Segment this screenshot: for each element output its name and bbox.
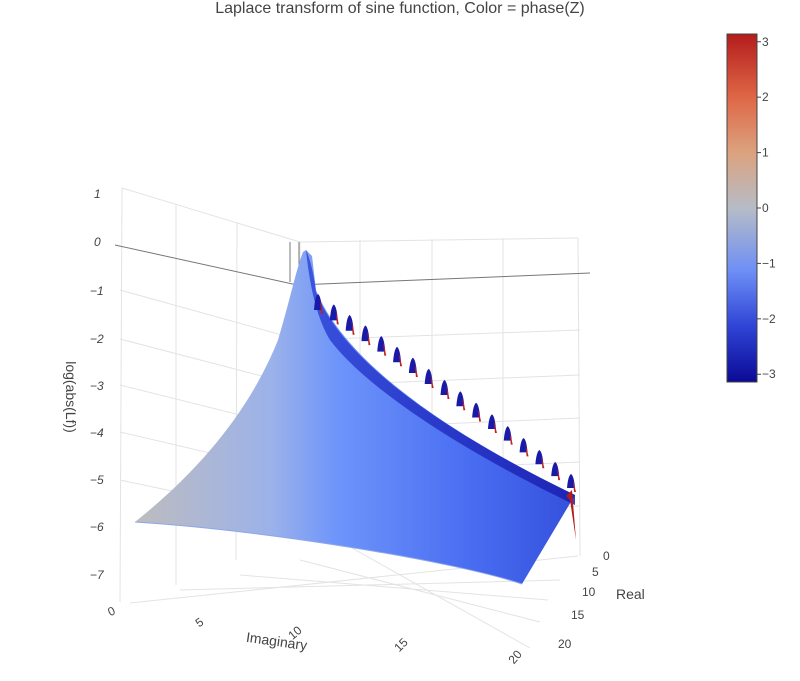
imag-tick: 15	[391, 635, 411, 655]
ridge-spike	[440, 380, 449, 395]
edge-phase-spike	[566, 490, 576, 540]
ridge-spike	[567, 474, 575, 488]
ridge-spike-phase-wrap	[383, 342, 387, 356]
ridge-spike-phase-wrap	[525, 444, 529, 457]
real-tick: 10	[582, 585, 596, 599]
ridge-spike	[503, 426, 512, 441]
colorbar-tick-label: 2	[762, 90, 769, 104]
ridge-spikes	[314, 294, 576, 540]
imag-tick: 0	[105, 603, 117, 619]
z-tick: −7	[90, 568, 105, 582]
colorbar-gradient	[726, 33, 758, 383]
real-axis-label: Real	[616, 586, 645, 602]
chart-title: Laplace transform of sine function, Colo…	[215, 0, 585, 17]
imag-tick: 5	[193, 615, 207, 630]
ridge-spike	[519, 438, 528, 453]
ridge-spike	[487, 414, 496, 430]
ridge-spike-phase-wrap	[367, 331, 371, 346]
z-axis: 1 0 −1 −2 −3 −4 −5 −6 −7	[90, 187, 105, 582]
ridge-spike	[408, 357, 417, 374]
ridge-spike-phase-wrap	[320, 300, 323, 314]
ridge-spike-phase-wrap	[399, 352, 403, 367]
ridge-spike-phase-wrap	[414, 363, 418, 378]
ridge-spike	[551, 461, 560, 477]
ridge-spike-phase-wrap	[573, 480, 576, 492]
colorbar-tick-label: 1	[762, 146, 769, 160]
ridge-spike	[393, 346, 402, 363]
ridge-spike	[314, 294, 322, 310]
ridge-spike-phase-wrap	[351, 320, 355, 335]
ridge-spike	[329, 304, 338, 321]
ridge-spike	[456, 391, 465, 407]
colorbar-ticks: 3 2 1 0 −1 −2 −3	[757, 35, 776, 381]
ridge-spike-phase-wrap	[335, 310, 339, 325]
ridge-spike-phase-wrap	[493, 420, 497, 434]
ridge-spike-phase-wrap	[557, 467, 561, 481]
ridge-spike	[377, 336, 386, 352]
z-tick: 0	[94, 235, 101, 249]
z-tick: −2	[90, 332, 104, 346]
ridge-spike	[535, 449, 544, 465]
z-tick: −3	[90, 379, 104, 393]
ridge-spike-phase-wrap	[430, 374, 434, 388]
z-tick: −6	[90, 520, 104, 534]
surface-body	[135, 250, 575, 584]
ridge-spike	[345, 314, 354, 331]
colorbar-tick-label: 0	[762, 201, 769, 215]
colorbar-tick-label: 3	[762, 35, 769, 49]
colorbar-tick-label: −1	[762, 256, 776, 270]
imaginary-axis: 0 5 10 15 20	[105, 603, 525, 666]
imag-tick: 20	[505, 647, 525, 666]
real-axis: 0 5 10 15 20	[558, 549, 610, 651]
real-tick: 15	[571, 608, 585, 622]
z-axis-label: log(abs(Lf))	[63, 361, 79, 433]
ridge-spike-phase-wrap	[478, 408, 482, 422]
surface	[134, 250, 575, 585]
ridge-spike-phase-wrap	[509, 432, 513, 445]
real-tick: 5	[592, 565, 599, 579]
ridge-spike-phase-wrap	[462, 397, 466, 411]
colorbar: 3 2 1 0 −1 −2 −3	[726, 33, 776, 383]
ridge-spike-phase-wrap	[541, 455, 545, 469]
z-tick: −1	[90, 284, 104, 298]
ridge-spike-phase-wrap	[446, 386, 450, 399]
colorbar-tick-label: −2	[762, 312, 776, 326]
z-tick: −5	[90, 473, 104, 487]
ridge-spike	[361, 325, 370, 342]
colorbar-tick-label: −3	[762, 367, 776, 381]
zero-plane-lines	[114, 242, 591, 286]
ridge-spike	[472, 402, 481, 418]
real-tick: 20	[558, 637, 572, 651]
z-tick: 1	[94, 187, 101, 201]
ridge-spike	[424, 368, 433, 384]
surface-near-edge	[134, 521, 523, 585]
z-tick: −4	[90, 426, 104, 440]
real-tick: 0	[603, 549, 610, 563]
